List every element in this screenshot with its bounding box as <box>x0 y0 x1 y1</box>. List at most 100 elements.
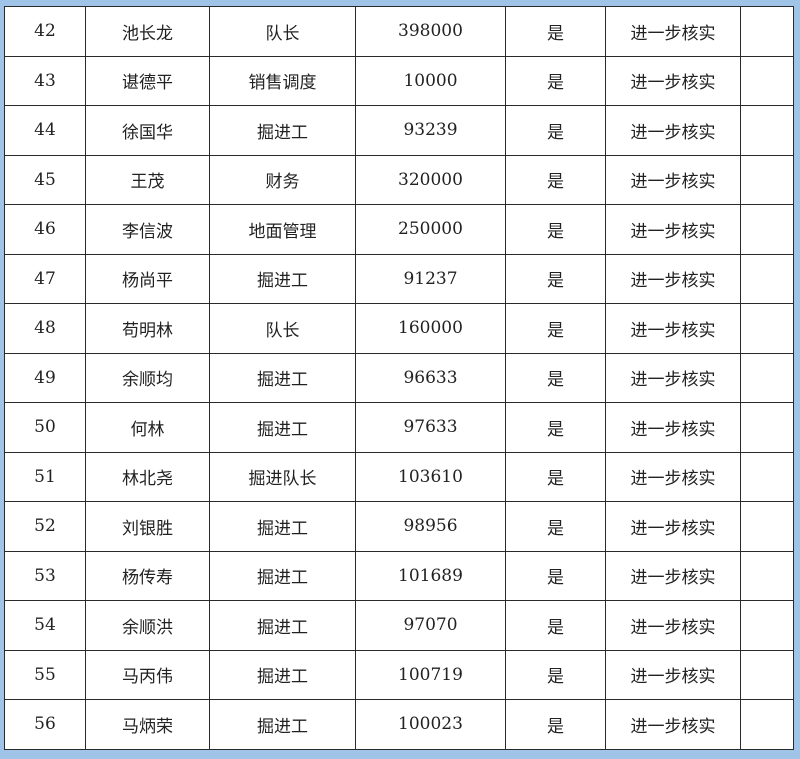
name-cell: 杨尚平 <box>85 253 210 304</box>
name-cell: 杨传寿 <box>85 550 210 601</box>
row-number-cell: 53 <box>4 550 86 601</box>
blank-cell <box>740 303 794 354</box>
position-cell: 掘进工 <box>209 699 356 750</box>
row-number-cell: 43 <box>4 55 86 106</box>
status-cell: 进一步核实 <box>605 303 741 354</box>
position-cell: 地面管理 <box>209 204 356 255</box>
status-cell: 进一步核实 <box>605 6 741 57</box>
status-cell: 进一步核实 <box>605 402 741 453</box>
row-number-cell: 47 <box>4 253 86 304</box>
name-cell: 马炳荣 <box>85 699 210 750</box>
flag-cell: 是 <box>505 105 606 156</box>
amount-cell: 100719 <box>355 649 506 700</box>
flag-cell: 是 <box>505 253 606 304</box>
name-cell: 余顺均 <box>85 352 210 403</box>
table-row: 46 李信波 地面管理 250000 是进一步核实 <box>4 204 794 255</box>
position-cell: 销售调度 <box>209 55 356 106</box>
row-number-cell: 48 <box>4 303 86 354</box>
row-number-cell: 42 <box>4 6 86 57</box>
row-number-cell: 52 <box>4 501 86 552</box>
flag-cell: 是 <box>505 501 606 552</box>
status-cell: 进一步核实 <box>605 204 741 255</box>
table-row: 55 马丙伟 掘进工 100719 是进一步核实 <box>4 649 794 700</box>
amount-cell: 91237 <box>355 253 506 304</box>
position-cell: 掘进工 <box>209 352 356 403</box>
flag-cell: 是 <box>505 550 606 601</box>
flag-cell: 是 <box>505 649 606 700</box>
table-row: 49 余顺均 掘进工 96633 是进一步核实 <box>4 352 794 403</box>
amount-cell: 98956 <box>355 501 506 552</box>
blank-cell <box>740 105 794 156</box>
name-cell: 刘银胜 <box>85 501 210 552</box>
blank-cell <box>740 699 794 750</box>
position-cell: 掘进工 <box>209 253 356 304</box>
row-number-cell: 45 <box>4 154 86 205</box>
position-cell: 队长 <box>209 303 356 354</box>
position-cell: 掘进工 <box>209 402 356 453</box>
row-number-cell: 51 <box>4 451 86 502</box>
flag-cell: 是 <box>505 352 606 403</box>
table-row: 42 池长龙 队长 398000 是进一步核实 <box>4 6 794 57</box>
status-cell: 进一步核实 <box>605 253 741 304</box>
flag-cell: 是 <box>505 699 606 750</box>
amount-cell: 93239 <box>355 105 506 156</box>
amount-cell: 96633 <box>355 352 506 403</box>
status-cell: 进一步核实 <box>605 451 741 502</box>
blank-cell <box>740 55 794 106</box>
position-cell: 掘进工 <box>209 105 356 156</box>
row-number-cell: 44 <box>4 105 86 156</box>
amount-cell: 398000 <box>355 6 506 57</box>
name-cell: 马丙伟 <box>85 649 210 700</box>
table-row: 48 苟明林 队长 160000 是进一步核实 <box>4 303 794 354</box>
row-number-cell: 54 <box>4 600 86 651</box>
amount-cell: 97633 <box>355 402 506 453</box>
flag-cell: 是 <box>505 402 606 453</box>
flag-cell: 是 <box>505 303 606 354</box>
position-cell: 财务 <box>209 154 356 205</box>
table-row: 52 刘银胜 掘进工 98956 是进一步核实 <box>4 501 794 552</box>
amount-cell: 100023 <box>355 699 506 750</box>
blank-cell <box>740 649 794 700</box>
flag-cell: 是 <box>505 451 606 502</box>
amount-cell: 103610 <box>355 451 506 502</box>
status-cell: 进一步核实 <box>605 154 741 205</box>
blank-cell <box>740 253 794 304</box>
blank-cell <box>740 550 794 601</box>
flag-cell: 是 <box>505 55 606 106</box>
table-row: 51 林北尧 掘进队长 103610 是进一步核实 <box>4 451 794 502</box>
table-row: 44 徐国华 掘进工 93239 是进一步核实 <box>4 105 794 156</box>
row-number-cell: 56 <box>4 699 86 750</box>
amount-cell: 101689 <box>355 550 506 601</box>
table-row: 47 杨尚平 掘进工 91237 是进一步核实 <box>4 253 794 304</box>
status-cell: 进一步核实 <box>605 649 741 700</box>
name-cell: 王茂 <box>85 154 210 205</box>
name-cell: 徐国华 <box>85 105 210 156</box>
blank-cell <box>740 451 794 502</box>
status-cell: 进一步核实 <box>605 105 741 156</box>
row-number-cell: 50 <box>4 402 86 453</box>
blank-cell <box>740 6 794 57</box>
table-row: 53 杨传寿 掘进工 101689 是进一步核实 <box>4 550 794 601</box>
amount-cell: 250000 <box>355 204 506 255</box>
table-row: 56 马炳荣 掘进工 100023 是进一步核实 <box>4 699 794 750</box>
blank-cell <box>740 204 794 255</box>
position-cell: 掘进工 <box>209 649 356 700</box>
status-cell: 进一步核实 <box>605 550 741 601</box>
amount-cell: 97070 <box>355 600 506 651</box>
position-cell: 掘进工 <box>209 501 356 552</box>
blank-cell <box>740 154 794 205</box>
blank-cell <box>740 501 794 552</box>
status-cell: 进一步核实 <box>605 55 741 106</box>
position-cell: 队长 <box>209 6 356 57</box>
table-row: 43 谌德平 销售调度 10000 是进一步核实 <box>4 55 794 106</box>
status-cell: 进一步核实 <box>605 699 741 750</box>
blank-cell <box>740 352 794 403</box>
table-row: 50 何林 掘进工 97633 是进一步核实 <box>4 402 794 453</box>
data-table: 42 池长龙 队长 398000 是进一步核实 43 谌德平 销售调度 10000 是进一步核实 4… <box>4 6 794 750</box>
amount-cell: 320000 <box>355 154 506 205</box>
position-cell: 掘进队长 <box>209 451 356 502</box>
table-row: 45 王茂 财务 320000 是进一步核实 <box>4 154 794 205</box>
name-cell: 苟明林 <box>85 303 210 354</box>
name-cell: 池长龙 <box>85 6 210 57</box>
row-number-cell: 46 <box>4 204 86 255</box>
